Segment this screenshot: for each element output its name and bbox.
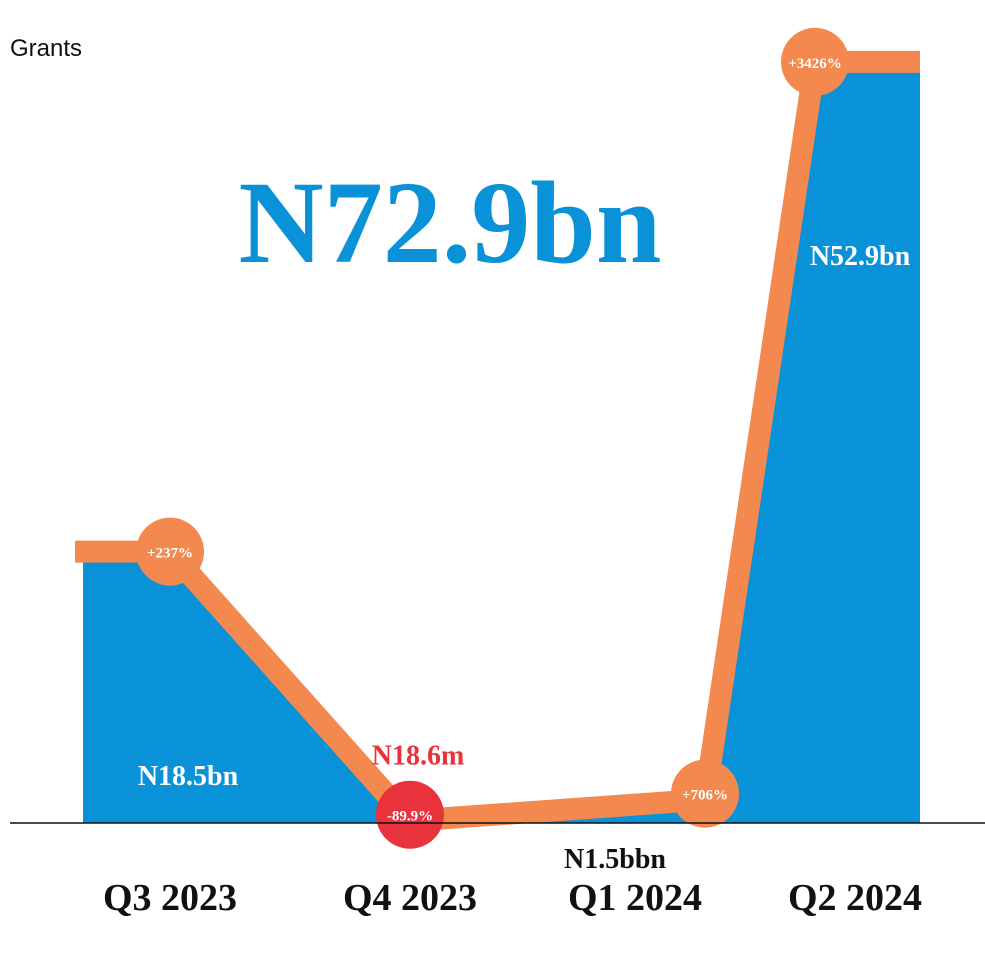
change-label: -89.9%	[387, 809, 433, 825]
change-marker	[781, 27, 849, 96]
chart-title: Grants	[10, 35, 82, 62]
plot: +237% N18.5bn -89.9% N18.6m +706% N1.5bbn +342…	[75, 27, 920, 875]
area	[83, 69, 920, 823]
change-label: +3426%	[788, 56, 842, 72]
value-label: N18.6m	[372, 741, 465, 772]
value-label: N18.5bn	[138, 761, 239, 792]
change-label: +706%	[682, 788, 728, 804]
value-label: N52.9bn	[810, 241, 911, 272]
x-tick-label: Q2 2024	[788, 877, 922, 919]
change-marker	[671, 759, 739, 828]
change-marker	[136, 517, 204, 586]
total: N72.9bn	[239, 157, 662, 288]
x-tick-label: Q3 2023	[103, 877, 237, 919]
change-label: +237%	[147, 546, 193, 562]
x-tick-label: Q4 2023	[343, 877, 477, 919]
change-marker	[376, 780, 444, 849]
x-tick-label: Q1 2024	[568, 877, 702, 919]
value-label: N1.5bbn	[564, 844, 666, 875]
